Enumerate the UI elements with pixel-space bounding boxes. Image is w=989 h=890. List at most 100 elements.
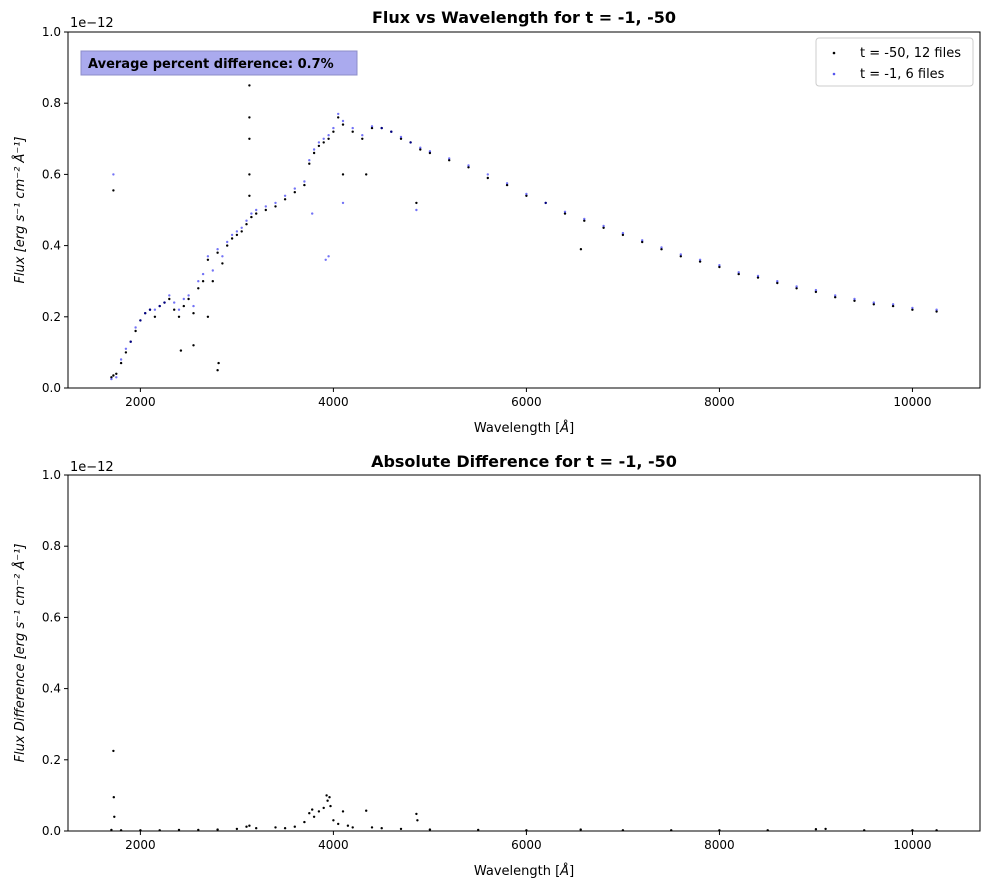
data-point [361, 134, 364, 137]
data-point [248, 116, 251, 119]
data-point [327, 255, 330, 258]
data-point [113, 815, 116, 818]
data-point [177, 308, 181, 311]
y-axis-label: Flux Difference [erg s⁻¹ cm⁻² Å⁻¹] [12, 544, 28, 763]
data-point [467, 166, 470, 169]
data-point [274, 205, 277, 208]
x-tick-label: 8000 [704, 838, 735, 852]
data-point [563, 210, 567, 213]
x-axis-label: Wavelength [Å] [474, 420, 574, 436]
x-axis-label: Wavelength [Å] [474, 863, 574, 879]
data-point [187, 294, 190, 297]
data-point [153, 308, 157, 311]
y-tick-label: 0.2 [42, 310, 61, 324]
data-point [250, 212, 253, 215]
x-tick-label: 10000 [893, 838, 931, 852]
data-point [110, 376, 113, 379]
data-point [326, 799, 329, 802]
data-point [163, 301, 166, 304]
data-point [486, 176, 489, 180]
data-point [115, 372, 118, 375]
y-tick-label: 0.6 [42, 610, 61, 624]
data-point [168, 297, 171, 301]
data-point [351, 826, 354, 829]
annotation-box: Average percent difference: 0.7% [80, 50, 358, 76]
data-point [602, 226, 605, 229]
ticks: 2000 4000 6000 8000 10000 0.0 0.2 0.4 0.6 0.8 1.0 [42, 25, 932, 409]
annotation-background [80, 50, 358, 76]
data-point [872, 303, 875, 306]
data-point [814, 290, 818, 294]
data-point [361, 137, 364, 140]
data-point [660, 248, 663, 251]
data-point [112, 173, 115, 176]
data-point [308, 162, 311, 165]
data-point [337, 822, 340, 826]
data-point [544, 201, 547, 205]
data-point [303, 183, 306, 187]
data-point [853, 297, 856, 301]
data-point [337, 116, 340, 119]
data-point [312, 148, 316, 151]
data-points [110, 749, 938, 832]
chart-title: Flux vs Wavelength for t = -1, -50 [372, 8, 676, 27]
data-point [853, 299, 856, 302]
data-point [370, 826, 374, 829]
data-point [329, 804, 332, 808]
data-point [112, 189, 115, 192]
data-point [583, 219, 586, 222]
data-point [248, 84, 251, 87]
data-point [112, 374, 115, 377]
data-point [756, 276, 760, 279]
data-point [370, 126, 374, 130]
data-point [312, 151, 316, 155]
data-point [250, 215, 253, 219]
data-point [428, 150, 432, 153]
data-point [370, 125, 374, 128]
data-point [351, 126, 354, 130]
data-point [283, 194, 287, 197]
data-point [341, 201, 345, 205]
data-point [192, 304, 195, 308]
data-point [415, 201, 418, 205]
data-point [216, 369, 219, 372]
data-point [505, 182, 509, 185]
data-point [399, 827, 403, 831]
data-point [206, 315, 210, 318]
data-point [192, 312, 195, 315]
data-point [230, 233, 234, 237]
data-point [245, 825, 248, 828]
data-point [206, 258, 210, 261]
chart-title: Absolute Difference for t = -1, -50 [371, 452, 677, 471]
data-point [814, 288, 818, 292]
legend-label-t50: t = -50, 12 files [860, 46, 961, 61]
data-point [416, 819, 419, 822]
data-point [399, 135, 403, 139]
data-point [311, 808, 314, 811]
data-point [641, 239, 644, 242]
data-points [110, 84, 938, 381]
data-point [211, 269, 214, 272]
data-point [390, 130, 393, 133]
data-point [134, 326, 137, 329]
data-point [179, 349, 183, 352]
data-point [365, 173, 368, 176]
data-point [332, 819, 335, 822]
data-point [230, 237, 234, 240]
legend: t = -50, 12 files t = -1, 6 files [815, 37, 974, 87]
data-point [660, 246, 663, 249]
legend-marker-t50 [832, 51, 836, 55]
data-point [679, 253, 682, 256]
data-point [311, 212, 314, 215]
legend-label-t1: t = -1, 6 files [860, 67, 945, 82]
data-point [248, 824, 251, 827]
data-point [325, 794, 328, 797]
data-point [380, 827, 383, 830]
data-point [718, 265, 721, 269]
y-tick-label: 0.4 [42, 239, 61, 253]
data-point [756, 274, 760, 278]
data-point [216, 828, 219, 831]
data-point [255, 208, 258, 212]
data-point [119, 358, 123, 361]
data-point [245, 219, 248, 222]
